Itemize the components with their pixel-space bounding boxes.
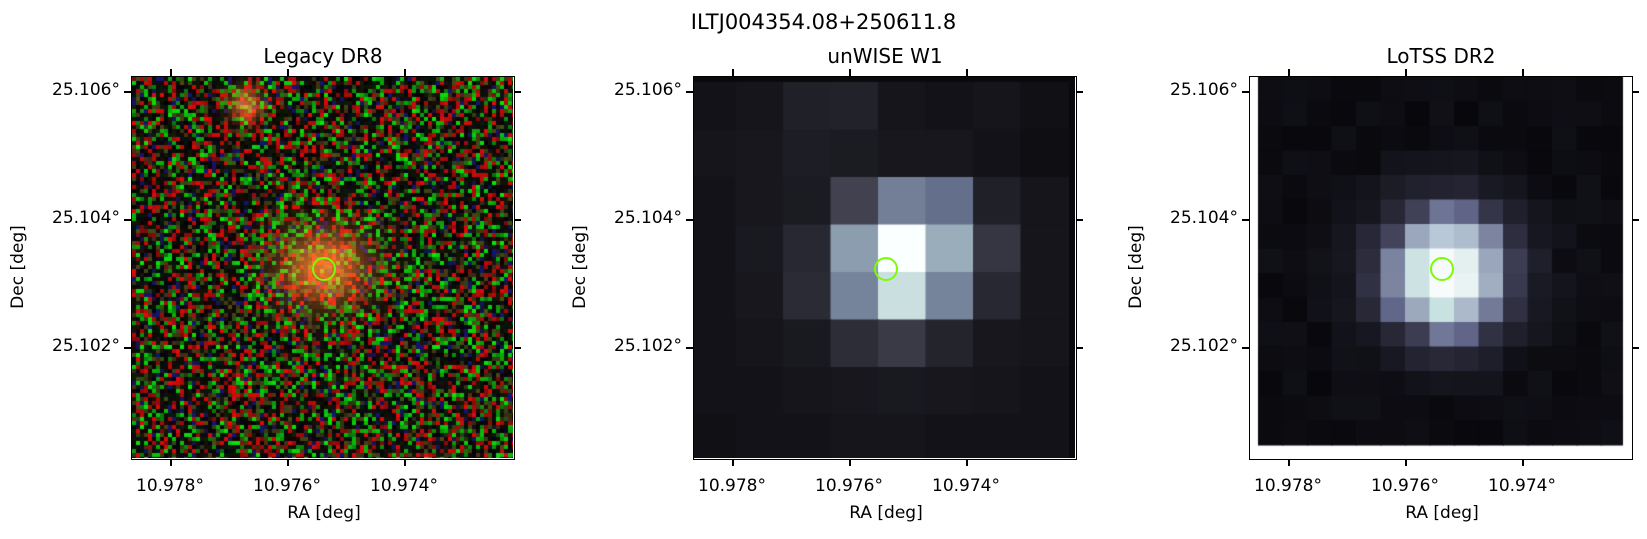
x-axis-label: RA [deg] <box>1405 503 1479 523</box>
panel-title-unwise: unWISE W1 <box>827 44 943 68</box>
ytick-label: 25.106° <box>52 80 120 100</box>
tick-right <box>1076 91 1083 93</box>
image-axes-lotss[interactable]: 10.978° 10.976° 10.974° 25.106° 25.104° … <box>1126 69 1639 523</box>
tick-right <box>1632 91 1639 93</box>
tick-right <box>1632 347 1639 349</box>
xtick-label: 10.976° <box>253 476 321 496</box>
ytick-label: 25.106° <box>614 80 682 100</box>
tick-right <box>514 219 521 221</box>
tick-top <box>170 69 172 76</box>
xtick-label: 10.974° <box>370 476 438 496</box>
tick-right <box>1076 219 1083 221</box>
xtick-label: 10.978° <box>136 476 204 496</box>
tick-left <box>686 91 693 93</box>
xtick-label: 10.974° <box>1488 476 1556 496</box>
y-axis-label: Dec [deg] <box>8 225 28 309</box>
tick-top <box>1288 69 1290 76</box>
tick-left <box>686 219 693 221</box>
tick-bottom <box>1522 459 1524 466</box>
tick-bottom <box>732 459 734 466</box>
panel-title-lotss: LoTSS DR2 <box>1386 44 1496 68</box>
panel-title-legacy: Legacy DR8 <box>263 44 383 68</box>
source-marker-legacy <box>312 257 336 281</box>
tick-left <box>1242 219 1249 221</box>
tick-right <box>514 347 521 349</box>
tick-left <box>124 347 131 349</box>
x-axis-label: RA [deg] <box>849 503 923 523</box>
tick-top <box>1522 69 1524 76</box>
xtick-label: 10.974° <box>932 476 1000 496</box>
xtick-label: 10.978° <box>1254 476 1322 496</box>
ytick-label: 25.104° <box>52 208 120 228</box>
source-marker-unwise <box>874 257 898 281</box>
ytick-label: 25.102° <box>1170 336 1238 356</box>
y-axis-label: Dec [deg] <box>1126 225 1146 309</box>
source-marker-lotss <box>1430 257 1454 281</box>
ytick-label: 25.104° <box>1170 208 1238 228</box>
tick-bottom <box>170 459 172 466</box>
tick-right <box>1076 347 1083 349</box>
tick-left <box>124 91 131 93</box>
tick-left <box>686 347 693 349</box>
tick-left <box>1242 91 1249 93</box>
ytick-label: 25.104° <box>614 208 682 228</box>
tick-right <box>1632 219 1639 221</box>
image-axes-legacy[interactable]: 10.978° 10.976° 10.974° 25.106° 25.104° … <box>8 69 521 523</box>
y-axis-label: Dec [deg] <box>570 225 590 309</box>
ytick-label: 25.106° <box>1170 80 1238 100</box>
tick-bottom <box>1405 459 1407 466</box>
tick-top <box>849 69 851 76</box>
tick-top <box>1405 69 1407 76</box>
tick-top <box>966 69 968 76</box>
tick-left <box>1242 347 1249 349</box>
tick-top <box>287 69 289 76</box>
tick-top <box>732 69 734 76</box>
tick-right <box>514 91 521 93</box>
xtick-label: 10.978° <box>698 476 766 496</box>
tick-bottom <box>966 459 968 466</box>
ytick-label: 25.102° <box>52 336 120 356</box>
image-axes-unwise[interactable]: 10.978° 10.976° 10.974° 25.106° 25.104° … <box>570 69 1083 523</box>
figure-title: ILTJ004354.08+250611.8 <box>690 10 957 34</box>
tick-bottom <box>404 459 406 466</box>
xtick-label: 10.976° <box>1371 476 1439 496</box>
tick-bottom <box>1288 459 1290 466</box>
xtick-label: 10.976° <box>815 476 883 496</box>
tick-top <box>404 69 406 76</box>
tick-left <box>124 219 131 221</box>
x-axis-label: RA [deg] <box>287 503 361 523</box>
tick-bottom <box>287 459 289 466</box>
ytick-label: 25.102° <box>614 336 682 356</box>
tick-bottom <box>849 459 851 466</box>
